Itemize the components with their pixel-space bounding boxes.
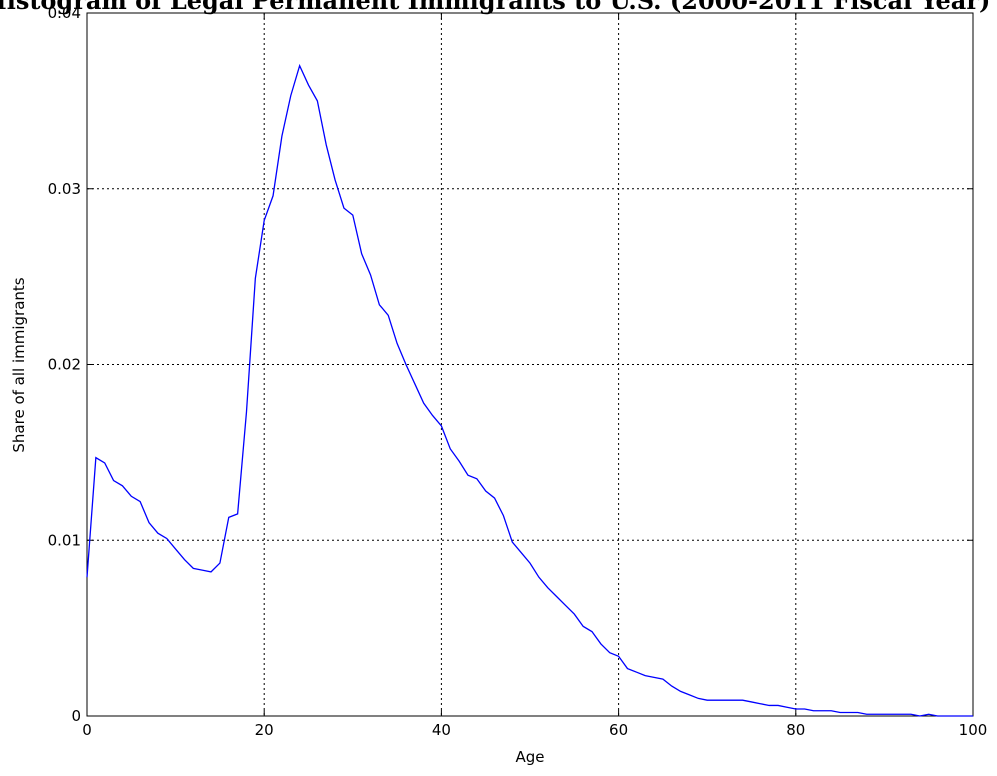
x-tick-label: 20 (255, 721, 274, 739)
x-tick-label: 80 (786, 721, 805, 739)
grid (87, 13, 973, 716)
x-tick-label: 60 (609, 721, 628, 739)
y-tick-label: 0.02 (48, 356, 81, 374)
plot-frame (86, 12, 974, 717)
x-axis-label: Age (515, 748, 544, 766)
y-axis-label: Share of all immigrants (10, 277, 28, 452)
y-tick-label: 0 (71, 707, 81, 725)
x-tick-label: 40 (432, 721, 451, 739)
y-tick-label: 0.01 (48, 531, 81, 549)
x-tick-label: 100 (959, 721, 988, 739)
axis-ticks: 0 20 40 60 80 100 0 0.01 0.02 0.03 0.04 (48, 4, 988, 739)
y-tick-label: 0.03 (48, 180, 81, 198)
y-tick-label: 0.04 (48, 4, 81, 22)
series-line (86, 63, 973, 717)
x-tick-label: 0 (82, 721, 92, 739)
chart-title: Age Histogram of Legal Permanent Immigra… (0, 0, 990, 15)
